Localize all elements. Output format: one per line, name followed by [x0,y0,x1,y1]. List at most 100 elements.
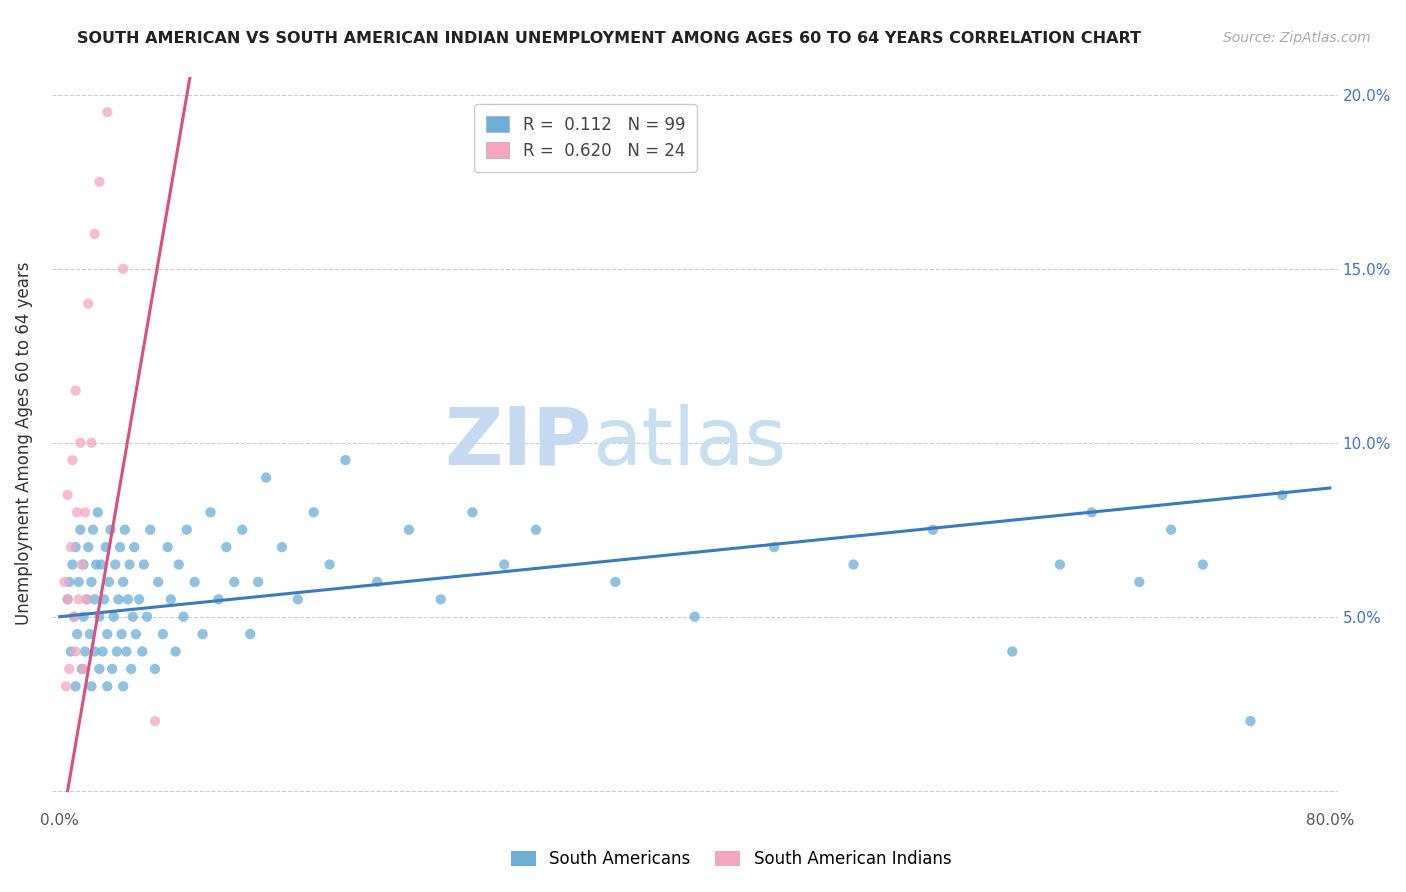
Point [429,592,451,607]
Point [105,644,128,658]
Point [1001,644,1024,658]
Point [132,558,155,572]
Point [91,644,114,658]
Point [215,540,238,554]
Point [82,523,104,537]
Point [271,540,294,554]
Point [124,540,146,554]
Point [461,505,484,519]
Point [239,627,262,641]
Point [75,644,97,658]
Point [76,592,98,607]
Point [1239,714,1261,728]
Point [77,296,100,310]
Point [65,644,87,658]
Point [83,227,105,241]
Point [231,523,253,537]
Legend: R =  0.112   N = 99, R =  0.620   N = 24: R = 0.112 N = 99, R = 0.620 N = 24 [474,104,697,171]
Point [67,574,90,589]
Point [922,523,945,537]
Point [136,609,159,624]
Point [114,523,136,537]
Point [1049,558,1071,572]
Point [59,644,82,658]
Point [89,662,111,676]
Point [143,662,166,676]
Point [125,627,148,641]
Point [683,609,706,624]
Point [69,523,91,537]
Point [112,574,135,589]
Point [118,558,141,572]
Point [247,574,270,589]
Point [70,662,93,676]
Point [70,558,93,572]
Point [159,592,181,607]
Text: atlas: atlas [592,404,786,482]
Point [65,679,87,693]
Point [183,574,205,589]
Point [65,540,87,554]
Point [318,558,340,572]
Point [108,540,131,554]
Point [96,627,118,641]
Y-axis label: Unemployment Among Ages 60 to 64 years: Unemployment Among Ages 60 to 64 years [15,261,32,624]
Point [77,540,100,554]
Point [104,558,127,572]
Point [80,679,103,693]
Point [1128,574,1150,589]
Point [165,644,187,658]
Point [143,714,166,728]
Point [112,261,135,276]
Point [76,592,98,607]
Point [94,540,117,554]
Point [131,644,153,658]
Point [83,592,105,607]
Point [87,505,110,519]
Point [72,662,94,676]
Point [191,627,214,641]
Point [335,453,357,467]
Point [93,592,115,607]
Point [96,679,118,693]
Point [121,609,143,624]
Point [89,609,111,624]
Point [84,558,107,572]
Point [763,540,786,554]
Point [101,662,124,676]
Point [1191,558,1213,572]
Point [65,384,87,398]
Point [167,558,190,572]
Point [69,435,91,450]
Point [103,609,125,624]
Point [842,558,865,572]
Point [53,574,76,589]
Point [72,558,94,572]
Point [120,662,142,676]
Point [63,609,86,624]
Point [176,523,198,537]
Point [58,662,80,676]
Point [605,574,627,589]
Point [89,175,111,189]
Point [254,470,277,484]
Point [110,627,132,641]
Point [200,505,222,519]
Point [67,592,90,607]
Point [1271,488,1294,502]
Point [112,679,135,693]
Point [494,558,516,572]
Point [152,627,174,641]
Point [66,627,89,641]
Point [366,574,388,589]
Point [66,505,89,519]
Point [97,574,120,589]
Point [107,592,129,607]
Point [302,505,325,519]
Point [1080,505,1102,519]
Point [156,540,179,554]
Point [72,609,94,624]
Point [398,523,420,537]
Text: SOUTH AMERICAN VS SOUTH AMERICAN INDIAN UNEMPLOYMENT AMONG AGES 60 TO 64 YEARS C: SOUTH AMERICAN VS SOUTH AMERICAN INDIAN … [77,31,1142,46]
Point [56,592,79,607]
